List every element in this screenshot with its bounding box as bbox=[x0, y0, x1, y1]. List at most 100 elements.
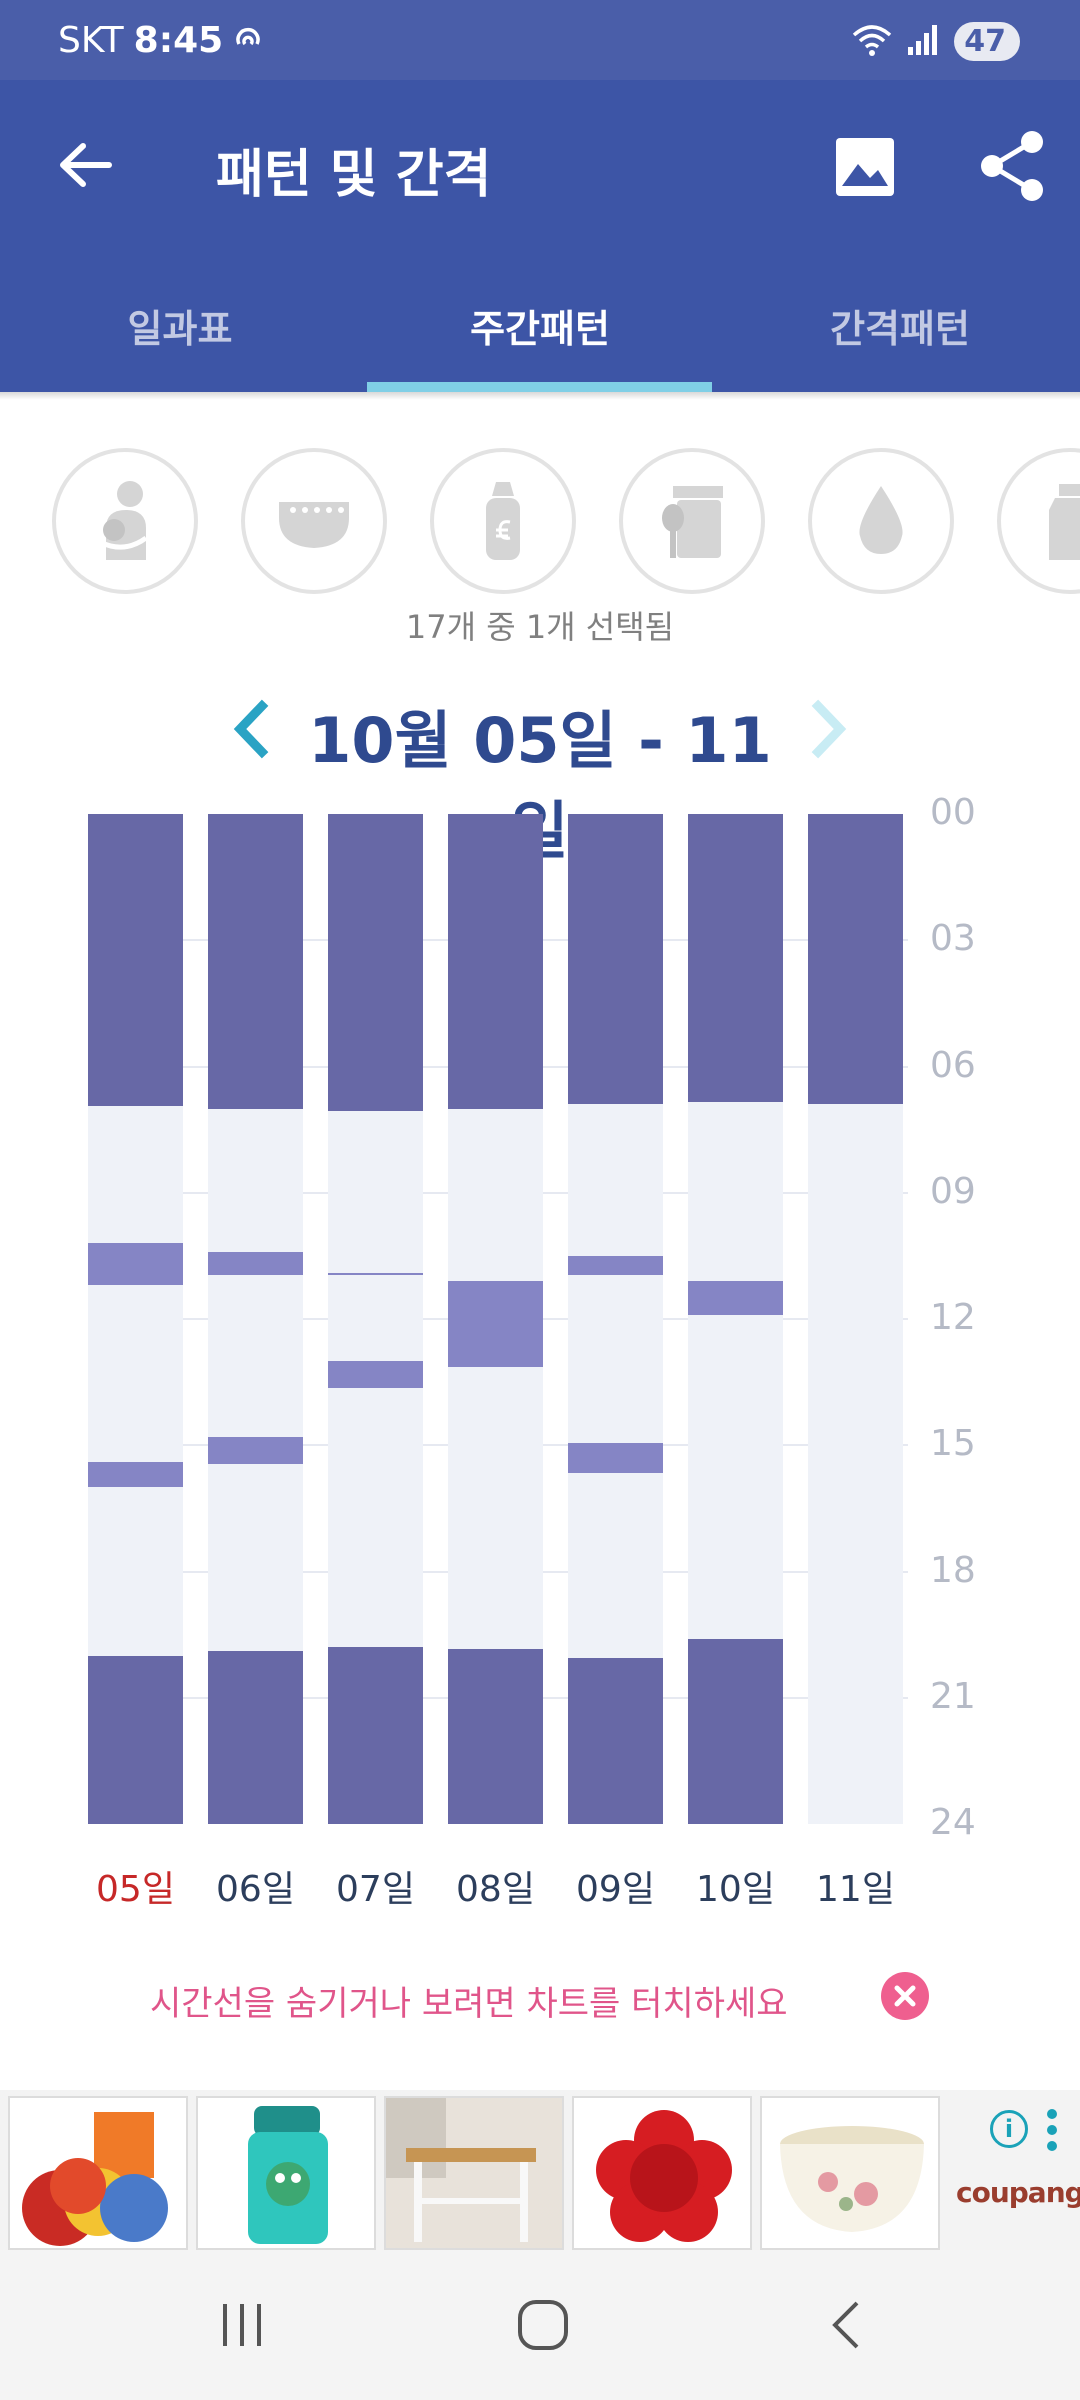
night-sleep-bar bbox=[448, 814, 543, 1109]
nap-bar bbox=[328, 1272, 423, 1275]
wifi-icon bbox=[852, 23, 892, 61]
x-tick-label: 06일 bbox=[216, 1869, 295, 1910]
nap-bar bbox=[328, 1361, 423, 1389]
x-tick-label: 05일 bbox=[96, 1869, 175, 1910]
chevron-left-icon bbox=[233, 699, 269, 759]
x-tick-label: 07일 bbox=[336, 1869, 415, 1910]
chart-hint: 시간선을 숨기거나 보려면 차트를 터치하세요 bbox=[150, 1984, 788, 2024]
colorful-plates-product bbox=[22, 2112, 168, 2246]
night-sleep-bar bbox=[328, 1647, 423, 1824]
kids-water-bottle-product bbox=[248, 2106, 328, 2244]
day-column[interactable] bbox=[328, 814, 423, 1824]
day-column[interactable] bbox=[88, 814, 183, 1824]
baby-food-icon bbox=[662, 486, 723, 558]
clock: 8:45 bbox=[133, 20, 224, 61]
tab-interval-pattern[interactable]: 간격패턴 bbox=[830, 307, 970, 351]
day-column[interactable] bbox=[448, 814, 543, 1824]
recent-apps-button[interactable] bbox=[202, 2290, 282, 2360]
y-tick-label: 09 bbox=[930, 1170, 976, 1212]
share-icon bbox=[981, 131, 1043, 201]
floral-bowl-product bbox=[780, 2126, 924, 2232]
ad-product[interactable] bbox=[196, 2096, 376, 2250]
x-tick-label: 10일 bbox=[696, 1869, 775, 1910]
ad-info-button[interactable]: i bbox=[990, 2110, 1028, 2148]
category-bottle[interactable] bbox=[430, 448, 576, 594]
signal-icon bbox=[906, 23, 940, 61]
diaper-icon bbox=[279, 502, 349, 548]
x-tick-label: 11일 bbox=[816, 1869, 895, 1910]
ad-product[interactable] bbox=[572, 2096, 752, 2250]
hint-close-button[interactable] bbox=[881, 1972, 929, 2020]
arrow-left-icon bbox=[60, 143, 112, 187]
share-button[interactable] bbox=[974, 128, 1050, 204]
category-water[interactable] bbox=[808, 448, 954, 594]
system-nav-bar bbox=[0, 2250, 1080, 2400]
ad-product[interactable] bbox=[8, 2096, 188, 2250]
ad-product[interactable] bbox=[384, 2096, 564, 2250]
page-title: 패턴 및 간격 bbox=[216, 145, 492, 205]
nap-bar bbox=[208, 1251, 303, 1275]
night-sleep-bar bbox=[448, 1649, 543, 1824]
category-breastfeeding[interactable] bbox=[52, 448, 198, 594]
day-column[interactable] bbox=[688, 814, 783, 1824]
status-bar: SKT 8:45 47 bbox=[0, 0, 1080, 80]
day-column[interactable] bbox=[808, 814, 903, 1824]
more-vertical-icon bbox=[1047, 2109, 1057, 2151]
weekly-pattern-chart[interactable] bbox=[88, 814, 908, 1824]
nap-bar bbox=[88, 1462, 183, 1488]
tab-bar: 일과표 주간패턴 간격패턴 bbox=[0, 276, 1080, 392]
next-week-button[interactable] bbox=[800, 694, 860, 764]
status-bar-left: SKT 8:45 bbox=[58, 20, 267, 61]
night-sleep-bar bbox=[328, 814, 423, 1111]
kitchen-cart-product bbox=[386, 2098, 562, 2248]
back-button[interactable] bbox=[50, 130, 120, 200]
water-drop-icon bbox=[859, 486, 903, 554]
home-button[interactable] bbox=[503, 2290, 583, 2360]
y-tick-label: 24 bbox=[930, 1802, 976, 1843]
close-icon bbox=[894, 1985, 916, 2007]
nap-bar bbox=[208, 1436, 303, 1465]
category-selector bbox=[0, 448, 1080, 598]
y-tick-label: 00 bbox=[930, 792, 976, 833]
day-column[interactable] bbox=[208, 814, 303, 1824]
app-bar-shadow bbox=[0, 392, 1080, 400]
ad-product[interactable] bbox=[760, 2096, 940, 2250]
selection-count: 17개 중 1개 선택됨 bbox=[405, 608, 675, 646]
battery-indicator: 47 bbox=[954, 22, 1020, 61]
night-sleep-bar bbox=[568, 1657, 663, 1824]
red-flower-plate-product bbox=[596, 2110, 732, 2242]
night-sleep-bar bbox=[88, 814, 183, 1107]
image-button[interactable] bbox=[830, 132, 900, 202]
ad-banner[interactable]: i coupang bbox=[0, 2090, 1080, 2250]
sync-icon bbox=[233, 20, 267, 61]
back-icon bbox=[832, 2301, 859, 2349]
bottle-icon bbox=[486, 482, 520, 560]
previous-week-button[interactable] bbox=[220, 694, 280, 764]
day-column[interactable] bbox=[568, 814, 663, 1824]
tab-weekly-pattern[interactable]: 주간패턴 bbox=[470, 307, 610, 351]
y-tick-label: 03 bbox=[930, 918, 976, 960]
ad-more-button[interactable] bbox=[1046, 2108, 1058, 2152]
recent-apps-icon bbox=[223, 2304, 261, 2346]
y-tick-label: 15 bbox=[930, 1423, 976, 1465]
active-tab-indicator bbox=[367, 382, 712, 392]
image-icon bbox=[836, 138, 894, 196]
category-baby-food[interactable] bbox=[619, 448, 765, 594]
category-milk[interactable] bbox=[997, 448, 1080, 594]
y-tick-label: 18 bbox=[930, 1549, 976, 1591]
system-back-button[interactable] bbox=[806, 2290, 886, 2360]
night-sleep-bar bbox=[688, 814, 783, 1103]
y-tick-label: 06 bbox=[930, 1044, 976, 1086]
x-tick-label: 08일 bbox=[456, 1869, 535, 1910]
app-bar: 패턴 및 간격 일과표 주간패턴 간격패턴 bbox=[0, 80, 1080, 392]
x-tick-label: 09일 bbox=[576, 1869, 655, 1910]
nap-bar bbox=[568, 1443, 663, 1473]
date-range-label: 10월 05일 - 11일 bbox=[308, 704, 772, 867]
tab-daily-schedule[interactable]: 일과표 bbox=[127, 307, 233, 351]
nap-bar bbox=[568, 1255, 663, 1275]
milk-bottle-icon bbox=[1049, 484, 1080, 560]
night-sleep-bar bbox=[208, 1651, 303, 1824]
y-tick-label: 12 bbox=[930, 1297, 976, 1338]
category-diaper[interactable] bbox=[241, 448, 387, 594]
